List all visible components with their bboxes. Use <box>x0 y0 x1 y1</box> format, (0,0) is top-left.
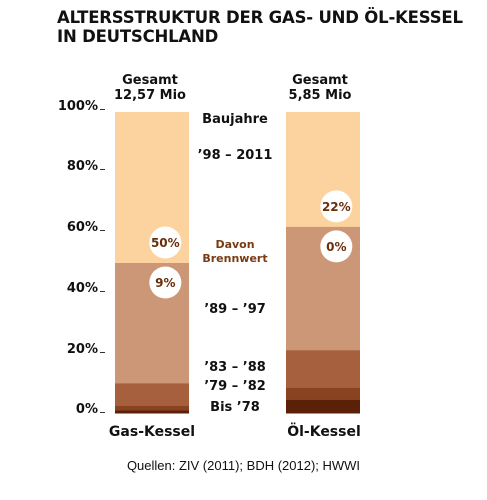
brennwert-badges: 50% 9% 22% 0% <box>149 190 353 299</box>
era-label-bis-78: Bis ’78 <box>210 400 260 415</box>
era-label-89-97: ’89 – ’97 <box>204 302 266 317</box>
total-gas-label: Gesamt <box>122 73 178 88</box>
y-tickmark-80 <box>100 169 105 170</box>
bar-segment-oel-0 <box>286 399 360 414</box>
y-tick-20: 20% <box>66 342 98 357</box>
y-tickmark-20 <box>100 352 105 353</box>
total-gas-value: 12,57 Mio <box>114 88 186 103</box>
y-tick-40: 40% <box>66 281 98 296</box>
brennwert-label-1: 9% <box>155 276 175 290</box>
total-oel-label: Gesamt <box>292 73 348 88</box>
brennwert-badge-0 <box>149 226 182 259</box>
bar-segment-gas-2 <box>115 382 189 406</box>
annotation-title-davon-brennwert: Davon Brennwert <box>202 238 268 265</box>
y-tick-60: 60% <box>66 220 98 235</box>
x-label-gas-kessel: Gas-Kessel <box>108 424 196 440</box>
brennwert-label-3: 0% <box>326 240 346 254</box>
brennwert-badge-2 <box>320 190 353 223</box>
bar-segment-oel-2 <box>286 349 360 388</box>
bar-segment-gas-0 <box>115 409 189 414</box>
era-label-79-82: ’79 – ’82 <box>204 379 266 394</box>
brennwert-badge-3 <box>320 230 353 263</box>
y-tickmark-40 <box>100 291 105 292</box>
chart-title-line-2: IN DEUTSCHLAND <box>57 27 219 46</box>
y-tickmark-0 <box>100 412 105 413</box>
y-tickmark-60 <box>100 230 105 231</box>
chart-title: ALTERSSTRUKTUR DER GAS- UND ÖL-KESSEL IN… <box>57 8 477 46</box>
y-tick-80: 80% <box>66 159 98 174</box>
source-note: Quellen: ZIV (2011); BDH (2012); HWWI <box>126 458 361 473</box>
era-label-83-88: ’83 – ’88 <box>204 360 266 375</box>
brennwert-badge-1 <box>149 266 182 299</box>
total-gas-kessel: Gesamt 12,57 Mio <box>95 73 205 103</box>
y-tick-100: 100% <box>57 99 98 114</box>
total-oel-kessel: Gesamt 5,85 Mio <box>265 73 375 103</box>
x-label-oel-kessel: Öl-Kessel <box>287 424 361 440</box>
y-tick-0: 0% <box>75 402 98 417</box>
brennwert-label-2: 22% <box>322 200 351 214</box>
bar-segment-gas-1 <box>115 405 189 411</box>
chart-title-line-1: ALTERSSTRUKTUR DER GAS- UND ÖL-KESSEL <box>57 8 463 27</box>
legend-title-baujahre: Baujahre <box>202 112 268 127</box>
bar-segment-oel-1 <box>286 387 360 400</box>
y-tickmark-100 <box>100 109 105 110</box>
era-label-98-2011: ’98 – 2011 <box>197 148 273 163</box>
brennwert-label-0: 50% <box>151 236 180 250</box>
total-oel-value: 5,85 Mio <box>288 88 352 103</box>
